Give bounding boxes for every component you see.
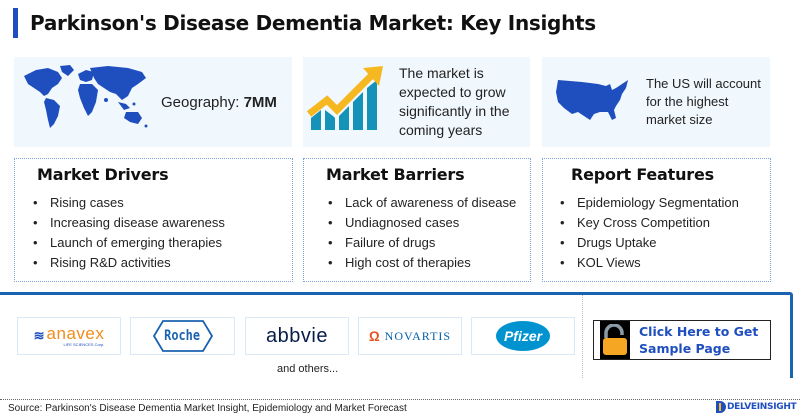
others-label: and others... <box>277 363 339 375</box>
growth-chart-icon <box>306 64 387 141</box>
geography-card: Geography: 7MM <box>14 57 292 147</box>
delveinsight-logo: DELVEINSIGHT <box>716 401 797 413</box>
pfizer-wordmark: Pfizer <box>503 328 543 344</box>
anavex-wordmark: anavex <box>46 323 105 343</box>
novartis-flame-icon: Ω <box>368 328 380 344</box>
anavex-mark-icon: ≋ <box>33 328 45 343</box>
get-sample-page-label: Click Here to Get Sample Page <box>639 324 759 356</box>
market-drivers-box: Market Drivers Rising cases Increasing d… <box>14 158 293 282</box>
logo-abbvie: abbvie <box>245 317 349 355</box>
list-item: KOL Views <box>560 253 770 273</box>
anavex-subtitle: LIFE SCIENCES Corp. <box>63 341 105 347</box>
market-barriers-list: Lack of awareness of disease Undiagnosed… <box>328 193 530 273</box>
geography-text: Geography: 7MM <box>161 93 277 112</box>
list-item: Epidemiology Segmentation <box>560 193 770 213</box>
us-map-icon <box>554 76 632 129</box>
geography-value: 7MM <box>243 93 277 111</box>
logo-pfizer: Pfizer <box>471 317 575 355</box>
growth-text: The market is expected to grow significa… <box>399 65 510 138</box>
novartis-wordmark: NOVARTIS <box>384 328 452 343</box>
market-drivers-title: Market Drivers <box>37 165 169 184</box>
us-market-card: The US will account for the highest mark… <box>542 57 770 147</box>
roche-wordmark: Roche <box>164 328 201 344</box>
delveinsight-wordmark: DELVEINSIGHT <box>727 402 797 412</box>
growth-card: The market is expected to grow significa… <box>303 57 530 147</box>
logo-anavex: ≋ anavex LIFE SCIENCES Corp. <box>17 317 121 355</box>
list-item: Rising R&D activities <box>33 253 292 273</box>
section-divider-right <box>790 295 793 378</box>
list-item: Increasing disease awareness <box>33 213 292 233</box>
source-text: Source: Parkinson's Disease Dementia Mar… <box>8 403 407 414</box>
us-market-text: The US will account for the highest mark… <box>646 76 761 127</box>
list-item: Launch of emerging therapies <box>33 233 292 253</box>
title-accent-bar <box>13 8 18 38</box>
world-map-icon <box>18 62 153 143</box>
logo-roche: Roche <box>130 317 235 355</box>
title-bar: Parkinson's Disease Dementia Market: Key… <box>13 8 596 38</box>
market-drivers-list: Rising cases Increasing disease awarenes… <box>33 193 292 273</box>
report-features-title: Report Features <box>571 165 714 184</box>
vertical-divider <box>582 295 583 378</box>
page-title: Parkinson's Disease Dementia Market: Key… <box>30 11 596 35</box>
report-features-box: Report Features Epidemiology Segmentatio… <box>542 158 771 282</box>
get-sample-page-button[interactable]: Click Here to Get Sample Page <box>593 320 771 360</box>
geography-label: Geography: <box>161 93 244 111</box>
unlock-icon <box>600 321 630 359</box>
list-item: High cost of therapies <box>328 253 530 273</box>
roche-hexagon-icon <box>152 320 213 352</box>
logo-novartis: Ω NOVARTIS <box>358 317 462 355</box>
market-barriers-box: Market Barriers Lack of awareness of dis… <box>303 158 531 282</box>
report-features-list: Epidemiology Segmentation Key Cross Comp… <box>560 193 770 273</box>
list-item: Lack of awareness of disease <box>328 193 530 213</box>
list-item: Failure of drugs <box>328 233 530 253</box>
list-item: Drugs Uptake <box>560 233 770 253</box>
list-item: Undiagnosed cases <box>328 213 530 233</box>
list-item: Rising cases <box>33 193 292 213</box>
delveinsight-mark-icon <box>716 401 726 413</box>
abbvie-wordmark: abbvie <box>266 324 328 347</box>
footer-divider <box>0 399 800 400</box>
list-item: Key Cross Competition <box>560 213 770 233</box>
section-divider <box>0 292 793 295</box>
market-barriers-title: Market Barriers <box>326 165 465 184</box>
